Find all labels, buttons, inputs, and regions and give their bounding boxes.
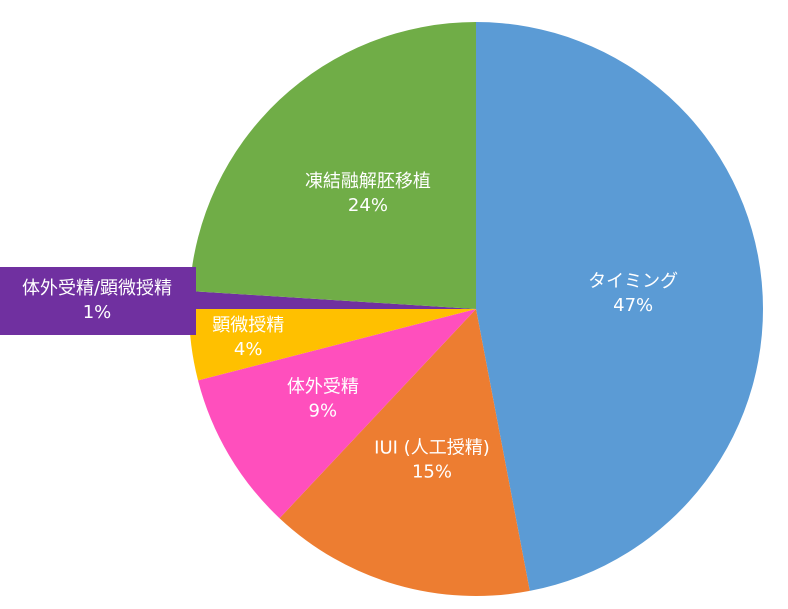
pie-slice [279, 309, 530, 596]
slice-label: 体外受精 [287, 377, 359, 398]
pie-slice [198, 309, 476, 519]
slice-label: 凍結融解胚移植 [305, 171, 431, 192]
slice-label: 顕微授精 [212, 315, 284, 336]
value-label: 4% [234, 339, 263, 360]
pie-slice [189, 22, 476, 309]
pie-slice [476, 22, 764, 591]
value-label: 15% [412, 462, 452, 483]
label-box [0, 267, 196, 335]
value-label: 24% [348, 195, 388, 216]
slice-label: 体外受精/顕微授精 [22, 278, 172, 299]
slice-label: タイミング [588, 271, 678, 292]
pie-slice [189, 309, 476, 381]
value-label: 9% [309, 401, 338, 422]
value-label: 1% [83, 302, 112, 323]
pie-slice [189, 290, 476, 309]
value-label: 47% [613, 295, 653, 316]
slice-label: IUI (人工授精) [374, 438, 490, 459]
